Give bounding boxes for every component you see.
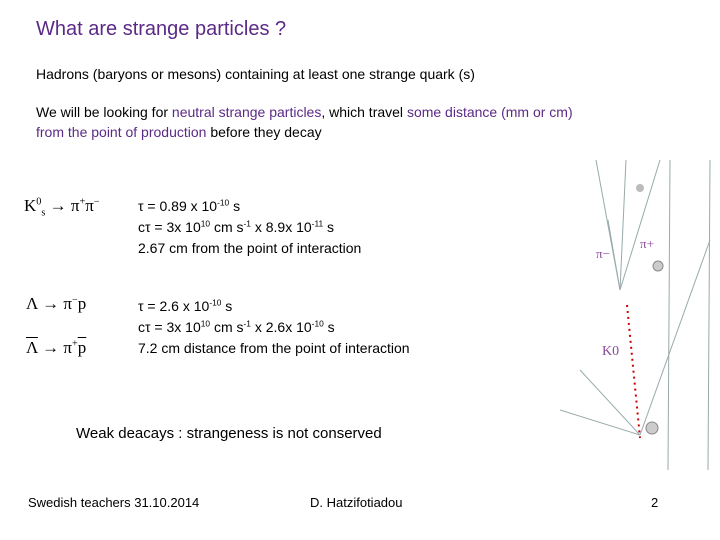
label-k0: K0 (602, 344, 619, 359)
text: -10 (311, 318, 324, 329)
line: 7.2 cm distance from the point of intera… (138, 340, 410, 356)
text: − (71, 294, 78, 306)
text: -10 (217, 197, 230, 208)
kaon-decay: K0s → π+π− (24, 196, 100, 219)
intro: Hadrons (baryons or mesons) containing a… (36, 66, 475, 82)
text: s (229, 198, 241, 214)
line: cτ = 3x 1010 cm s-1 x 8.9x 10-11 s (138, 217, 361, 238)
text: p (77, 338, 87, 357)
text: s (221, 298, 233, 314)
text: , which travel (321, 104, 407, 120)
text: -11 (311, 218, 324, 229)
text: → π (45, 196, 80, 215)
text: neutral strange particles (171, 104, 322, 120)
text: cm s (210, 319, 244, 335)
text: + (79, 196, 86, 208)
text: π (85, 196, 94, 215)
text: from the point of production (36, 124, 207, 140)
text: x 2.6x 10 (250, 319, 312, 335)
bubble-chamber-photo: π− π+ K0 (560, 160, 711, 471)
text: -1 (243, 318, 251, 329)
text: 10 (200, 218, 211, 229)
text: before they decay (206, 124, 322, 140)
label-pi-plus: π+ (640, 236, 654, 251)
text: -10 (209, 297, 222, 308)
text: K (24, 196, 37, 215)
text: cτ = 3x 10 (138, 219, 201, 235)
lambda-decay: Λ → π−p (26, 294, 86, 314)
line: 2.67 cm from the point of interaction (138, 240, 362, 256)
text: → π (37, 338, 72, 357)
conclusion: Weak deacays : strangeness is not conser… (76, 425, 382, 442)
text: s (323, 219, 335, 235)
footer-center: D. Hatzifotiadou (310, 495, 403, 510)
text: s (41, 207, 46, 219)
text: cτ = 3x 10 (138, 319, 201, 335)
text: → π (37, 294, 72, 313)
text: Λ (26, 294, 38, 313)
title: What are strange particles ? (36, 18, 287, 40)
text: 0 (36, 196, 42, 208)
text: Λ (26, 338, 38, 357)
text: x 8.9x 10 (250, 219, 312, 235)
kaon-info: τ = 0.89 x 10-10 s cτ = 3x 1010 cm s-1 x … (138, 196, 361, 259)
page-number: 2 (651, 495, 659, 510)
line: cτ = 3x 1010 cm s-1 x 2.6x 10-10 s (138, 317, 410, 338)
text: some distance (mm or cm) (406, 104, 573, 120)
text: − (93, 196, 100, 208)
footer-left: Swedish teachers 31.10.2014 (28, 495, 200, 510)
text: p (77, 294, 87, 313)
line: τ = 0.89 x 10-10 s (138, 196, 361, 217)
antilambda-decay: Λ → π+p (26, 338, 86, 358)
paragraph-line: from the point of production before they… (36, 124, 322, 140)
line: τ = 2.6 x 10-10 s (138, 296, 410, 317)
text: -1 (243, 218, 251, 229)
text: τ = 2.6 x 10 (138, 298, 210, 314)
lambda-info: τ = 2.6 x 10-10 s cτ = 3x 1010 cm s-1 x 2… (138, 296, 410, 359)
text: + (71, 338, 78, 350)
text: cm s (210, 219, 244, 235)
label-pi-minus: π− (596, 246, 610, 261)
text: s (323, 319, 335, 335)
text: τ = 0.89 x 10 (138, 198, 218, 214)
text: 10 (200, 318, 211, 329)
text: We will be looking for (36, 104, 172, 120)
paragraph-line: We will be looking for neutral strange p… (36, 104, 573, 120)
